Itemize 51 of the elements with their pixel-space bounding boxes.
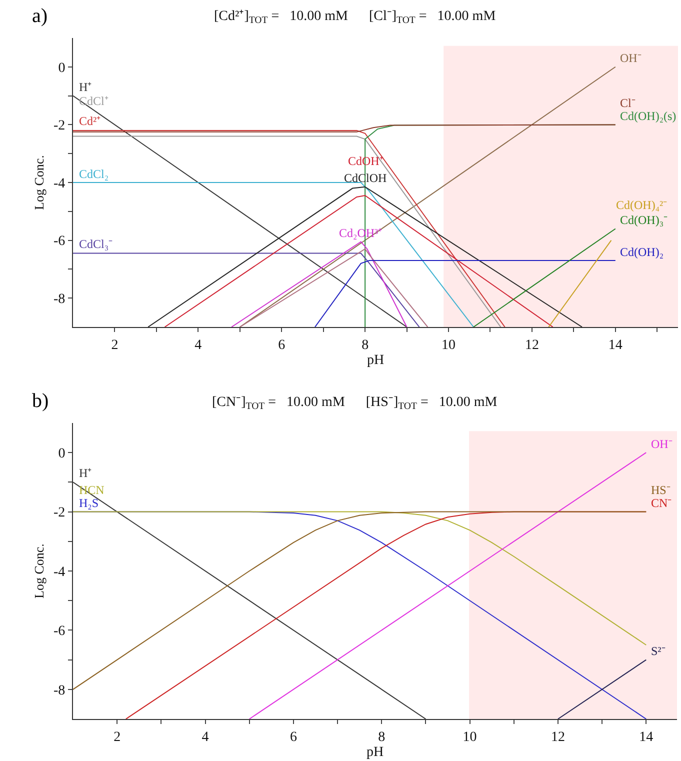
series-label: OH⁻ <box>651 437 672 451</box>
line-series <box>73 511 647 646</box>
series-label: Cd(OH)₂ <box>620 245 664 259</box>
x-axis-title: pH <box>366 353 384 368</box>
series-label: S²⁻ <box>651 644 666 658</box>
y-tick-label: 0 <box>58 446 66 462</box>
y-tick-label: -6 <box>54 234 66 250</box>
series-label: Cl⁻ <box>620 96 636 110</box>
x-tick-label: 4 <box>194 338 202 353</box>
x-axis-title: pH <box>366 745 384 760</box>
series-label: Cd(OH)₃⁻ <box>620 213 668 227</box>
text: Cd(OH)₄²⁻ <box>616 198 668 212</box>
series-label: H₂S <box>79 496 99 510</box>
x-tick-label: 6 <box>278 338 286 353</box>
x-tick-label: 10 <box>462 730 477 745</box>
series-label: OH⁻ <box>620 51 642 65</box>
x-tick-label: 12 <box>550 730 565 745</box>
y-tick-label: -2 <box>54 118 66 134</box>
y-tick-label: -2 <box>54 506 66 521</box>
text: a) <box>32 5 48 27</box>
series-label: Cd²⁺ <box>79 114 101 128</box>
series-label: HS⁻ <box>651 483 670 497</box>
series-label: CdCl₃⁻ <box>79 237 113 251</box>
y-tick-label: -8 <box>54 683 66 698</box>
y-tick-label: -4 <box>54 564 66 580</box>
x-tick-label: 2 <box>111 338 118 353</box>
y-tick-label: -6 <box>54 624 66 640</box>
y-axis-title: Log Conc. <box>31 544 46 598</box>
series-label: H⁺ <box>79 466 92 480</box>
x-tick-label: 8 <box>362 338 369 353</box>
y-tick-label: 0 <box>58 60 66 76</box>
series-label: H⁺ <box>79 80 92 94</box>
y-tick-label: -8 <box>54 292 66 307</box>
x-tick-label: 4 <box>202 730 209 745</box>
series-label: CdCl₂ <box>79 167 109 181</box>
chart-title: [CN⁻]$_{TOT}$ = 10.00 mM [HS⁻]$_{TOT}$ = 10.00 mM <box>212 395 498 412</box>
y-axis-title: Log Conc. <box>31 155 46 210</box>
y-tick-label: -4 <box>54 176 66 192</box>
x-tick-label: 10 <box>442 338 456 353</box>
text: b) <box>32 390 49 412</box>
text: CdCl⁺ <box>79 94 108 108</box>
chart-title: [Cd²⁺]$_{TOT}$ = 10.00 mM [Cl⁻]$_{TOT}$ = 10.00 mM <box>214 9 496 26</box>
x-tick-label: 12 <box>524 338 539 353</box>
series-label: CN⁻ <box>651 496 672 510</box>
line-series <box>73 124 616 132</box>
x-tick-label: 14 <box>639 730 654 745</box>
x-tick-label: 14 <box>608 338 622 353</box>
series-label: Cd(OH)₂(s) <box>620 109 676 123</box>
x-tick-label: 2 <box>114 730 121 745</box>
x-tick-label: 8 <box>378 730 386 745</box>
x-tick-label: 6 <box>290 730 297 745</box>
